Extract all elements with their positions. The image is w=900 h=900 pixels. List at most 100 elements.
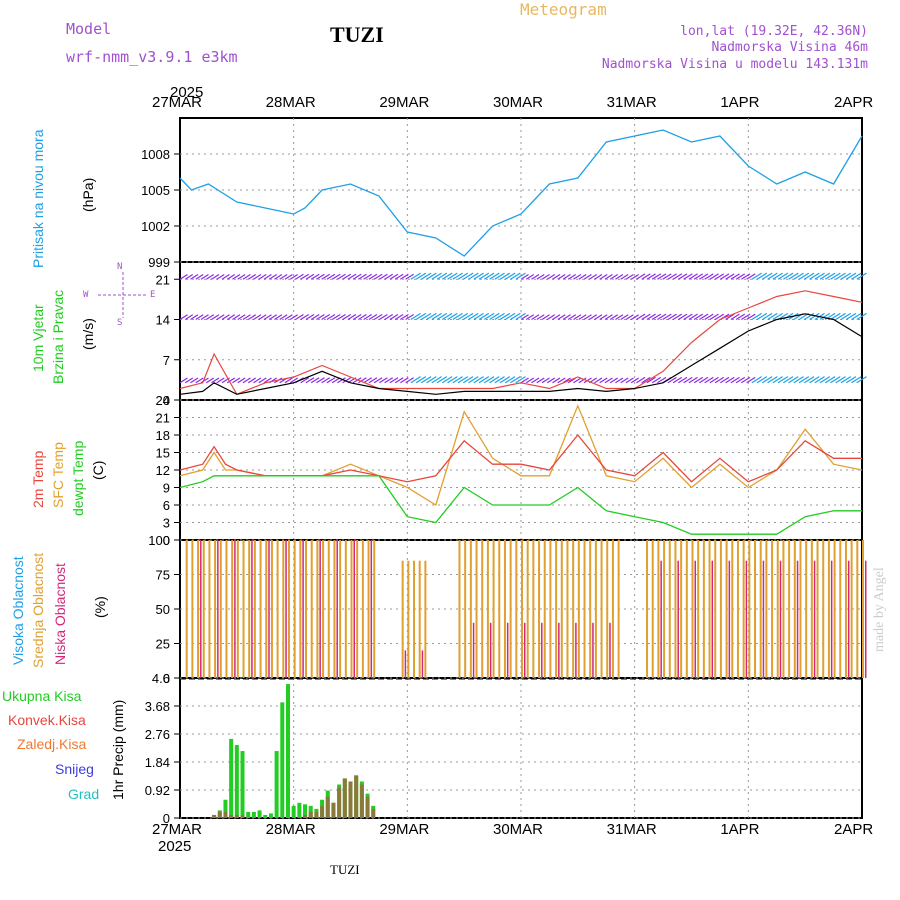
wind-barb bbox=[620, 314, 629, 321]
wind-barb bbox=[845, 376, 857, 384]
lonlat-info: lon,lat (19.32E, 42.36N) bbox=[680, 24, 868, 39]
cloud-mid-bar bbox=[356, 540, 359, 678]
wind-barb bbox=[741, 313, 751, 321]
wind-gust-series bbox=[179, 290, 863, 396]
wind-barb bbox=[489, 312, 500, 321]
wind-barb bbox=[184, 377, 194, 384]
wind-barb bbox=[195, 274, 204, 280]
cloud-mid-bar bbox=[805, 540, 808, 678]
cloud-mid-bar bbox=[822, 540, 825, 678]
cloud-mid-bar bbox=[208, 540, 211, 678]
cloud-mid-bar bbox=[236, 540, 239, 678]
ytick-label-precip: 1.84 bbox=[145, 755, 170, 770]
wind-barb bbox=[363, 273, 373, 280]
cloud-mid-bar bbox=[287, 540, 290, 678]
wind-barb bbox=[609, 274, 619, 280]
wind-barb bbox=[573, 377, 582, 384]
wind-barb bbox=[504, 272, 516, 280]
ytick-label-pressure: 1002 bbox=[141, 219, 170, 234]
precip-total-bar bbox=[257, 810, 262, 818]
wind-barb bbox=[641, 313, 651, 321]
wind-barb bbox=[735, 376, 746, 384]
wind-barb bbox=[310, 313, 320, 321]
wind-barb bbox=[541, 274, 550, 280]
wind-barb bbox=[510, 272, 521, 280]
wind-barb bbox=[636, 376, 646, 384]
cloud-mid-bar bbox=[674, 540, 677, 678]
cloud-low-bar bbox=[558, 622, 560, 678]
cloud-low-bar bbox=[200, 540, 202, 678]
wind-barb bbox=[478, 312, 490, 321]
cloud-mid-bar bbox=[736, 540, 739, 678]
wind-barb bbox=[379, 377, 388, 384]
wind-barb bbox=[232, 314, 241, 321]
cloud-low-bar bbox=[489, 622, 492, 678]
cloud-mid-bar bbox=[725, 540, 728, 678]
wind-barb bbox=[573, 274, 582, 280]
cloud-mid-bar bbox=[697, 540, 700, 678]
cloud-mid-bar bbox=[566, 540, 569, 678]
wind-barb bbox=[835, 376, 846, 384]
precip-total-bar bbox=[229, 738, 234, 818]
wind-barb bbox=[583, 314, 592, 321]
wind-barb bbox=[620, 274, 629, 280]
cloud-mid-bar bbox=[492, 540, 495, 678]
date-top-27mar: 27MAR bbox=[152, 94, 203, 111]
ytick-label-cloud: 50 bbox=[156, 602, 170, 617]
legend-freezing: Zaledj.Kisa bbox=[17, 736, 87, 752]
cloud-mid-bar bbox=[276, 540, 279, 678]
wind-barb bbox=[735, 313, 746, 321]
wind-barb bbox=[620, 377, 629, 384]
wind-barb bbox=[205, 377, 215, 384]
cloud-mid-bar bbox=[708, 540, 711, 678]
cloud-mid-bar bbox=[259, 540, 262, 678]
cloud-low-bar bbox=[813, 560, 816, 678]
date-top-1apr: 1APR bbox=[720, 94, 760, 111]
wind-barb bbox=[389, 273, 399, 280]
wind-barb bbox=[782, 376, 794, 384]
precip-total-bar bbox=[280, 702, 285, 818]
wind-barb bbox=[200, 377, 209, 384]
wind-barb bbox=[394, 377, 404, 384]
wind-barb bbox=[415, 272, 427, 280]
date-top-2apr: 2APR bbox=[834, 94, 874, 111]
wind-barb bbox=[200, 274, 209, 280]
cloud-mid-bar bbox=[833, 540, 836, 678]
wind-barb bbox=[746, 313, 756, 321]
date-bottom-30mar: 30MAR bbox=[493, 821, 544, 838]
precip-total-bar bbox=[303, 804, 308, 818]
wind-barb bbox=[211, 314, 220, 321]
wind-barb bbox=[741, 376, 751, 384]
cloud-low-bar bbox=[762, 560, 765, 678]
wind-barb bbox=[604, 274, 613, 280]
wind-barb bbox=[352, 313, 362, 321]
wind-barb bbox=[195, 377, 204, 384]
wind-barb bbox=[830, 376, 841, 384]
cloud-mid-bar bbox=[810, 540, 813, 678]
cloud-low-bar bbox=[285, 540, 287, 678]
cloud-mid-bar bbox=[401, 560, 404, 678]
cloud-mid-bar bbox=[549, 540, 552, 678]
wind-barb bbox=[232, 377, 241, 384]
cloud-low-bar bbox=[251, 540, 253, 678]
precip-convective-bar bbox=[337, 787, 342, 818]
wind-barb bbox=[720, 376, 730, 384]
precip-total-bar bbox=[274, 751, 279, 818]
wind-barb bbox=[221, 274, 230, 280]
wind-barb bbox=[289, 377, 299, 384]
wind-barb bbox=[851, 376, 862, 384]
wind-barb bbox=[253, 314, 262, 321]
wind-barb bbox=[636, 313, 646, 321]
cloud-mid-bar bbox=[600, 540, 603, 678]
wind-speed-series bbox=[179, 313, 863, 395]
wind-barb bbox=[347, 273, 357, 280]
wind-barb bbox=[762, 376, 773, 384]
wind-barb bbox=[441, 312, 453, 321]
wind-barb bbox=[326, 273, 336, 280]
wind-barb bbox=[678, 313, 688, 321]
wind-barb bbox=[279, 274, 288, 280]
wind-barb bbox=[421, 312, 432, 321]
wind-barb bbox=[625, 314, 634, 321]
wind-barb bbox=[657, 376, 667, 384]
ytick-label-temp: 18 bbox=[156, 428, 170, 443]
